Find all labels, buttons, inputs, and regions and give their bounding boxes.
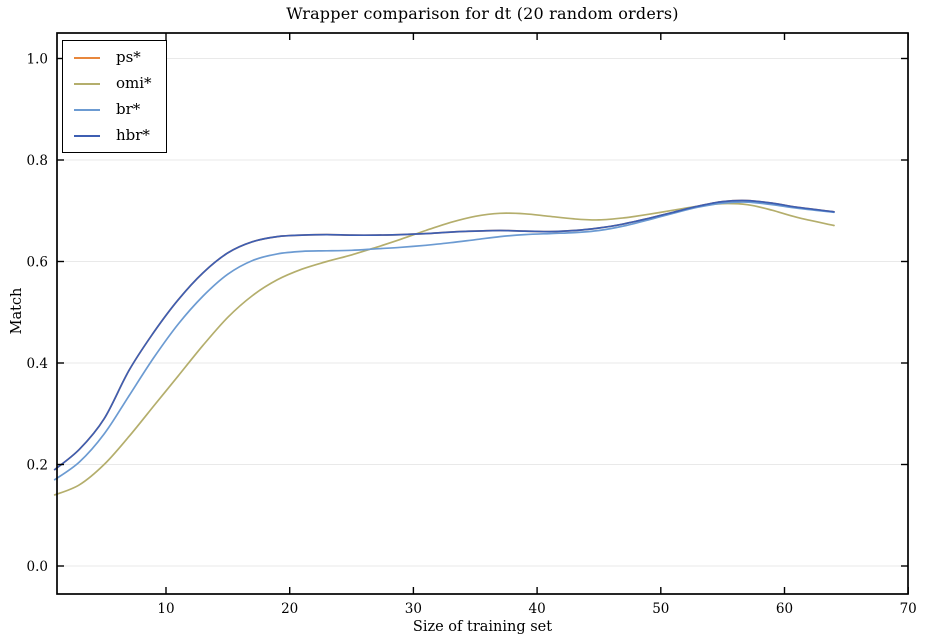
legend-item-omi: omi*: [74, 74, 152, 93]
y-tick-label: 0.4: [27, 356, 48, 372]
series-line-ps: [53, 199, 835, 471]
y-tick-label: 0.2: [27, 457, 48, 473]
y-tick-label: 0.8: [27, 153, 48, 169]
legend-item-br: br*: [74, 100, 152, 119]
series-line-br: [53, 201, 835, 481]
y-tick-label: 0.0: [27, 559, 48, 575]
legend-item-ps: ps*: [74, 48, 152, 67]
x-tick-label: 20: [281, 601, 298, 617]
x-tick-label: 70: [900, 601, 917, 617]
legend-label-ps: ps*: [116, 48, 141, 66]
chart-title: Wrapper comparison for dt (20 random ord…: [286, 4, 679, 23]
x-tick-label: 10: [157, 601, 174, 617]
plot-border: [56, 32, 909, 595]
y-axis-label: Match: [9, 287, 25, 335]
x-tick-label: 50: [652, 601, 669, 617]
legend-label-br: br*: [116, 100, 141, 118]
y-tick-label: 1.0: [27, 51, 48, 67]
legend-label-omi: omi*: [116, 74, 152, 92]
series-line-hbr: [53, 199, 835, 471]
legend-swatch-ps: [74, 56, 100, 59]
legend: ps* omi* br* hbr*: [62, 40, 167, 153]
legend-item-hbr: hbr*: [74, 126, 152, 145]
x-tick-label: 40: [529, 601, 546, 617]
x-tick-label: 30: [405, 601, 422, 617]
y-tick-label: 0.6: [27, 254, 48, 270]
legend-swatch-hbr: [74, 134, 100, 137]
legend-swatch-omi: [74, 82, 100, 85]
legend-swatch-br: [74, 108, 100, 111]
legend-label-hbr: hbr*: [116, 126, 150, 144]
series-line-omi: [53, 202, 835, 496]
x-axis-label: Size of training set: [412, 619, 553, 635]
x-tick-label: 60: [776, 601, 793, 617]
